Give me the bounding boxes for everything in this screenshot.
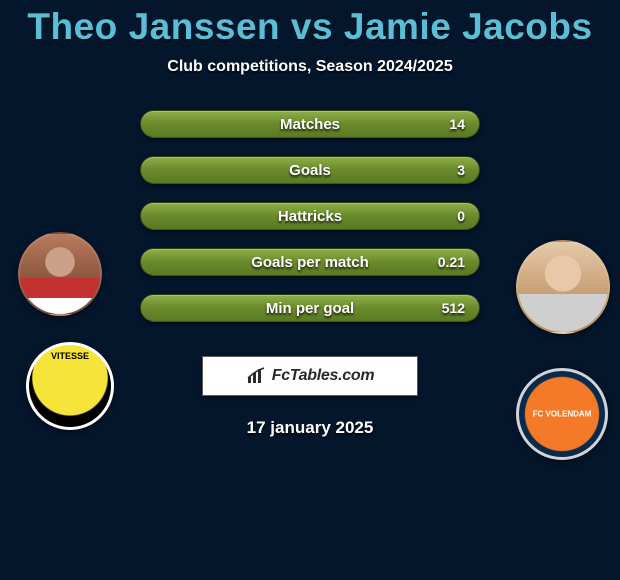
- stat-value: 0: [457, 203, 465, 229]
- stat-bar-goals: Goals 3: [140, 156, 480, 184]
- brand-box[interactable]: FcTables.com: [202, 356, 418, 396]
- stat-label: Goals: [141, 157, 479, 183]
- left-player-avatar: [18, 232, 102, 316]
- stat-bar-matches: Matches 14: [140, 110, 480, 138]
- page-title: Theo Janssen vs Jamie Jacobs: [0, 6, 620, 48]
- stat-value: 512: [442, 295, 465, 321]
- subtitle: Club competitions, Season 2024/2025: [0, 58, 620, 76]
- stat-value: 3: [457, 157, 465, 183]
- stat-bar-min-per-goal: Min per goal 512: [140, 294, 480, 322]
- stat-bar-goals-per-match: Goals per match 0.21: [140, 248, 480, 276]
- left-club-badge: [26, 342, 114, 430]
- stat-label: Goals per match: [141, 249, 479, 275]
- stat-label: Hattricks: [141, 203, 479, 229]
- brand-text: FcTables.com: [272, 367, 375, 385]
- right-club-badge: [516, 368, 608, 460]
- comparison-area: Matches 14 Goals 3 Hattricks 0 Goals per…: [0, 110, 620, 350]
- stat-label: Min per goal: [141, 295, 479, 321]
- infographic-root: Theo Janssen vs Jamie Jacobs Club compet…: [0, 0, 620, 580]
- stat-bar-hattricks: Hattricks 0: [140, 202, 480, 230]
- stat-label: Matches: [141, 111, 479, 137]
- chart-icon: [246, 367, 266, 385]
- stat-bars: Matches 14 Goals 3 Hattricks 0 Goals per…: [140, 110, 480, 340]
- stat-value: 0.21: [438, 249, 465, 275]
- right-player-avatar: [516, 240, 610, 334]
- stat-value: 14: [449, 111, 465, 137]
